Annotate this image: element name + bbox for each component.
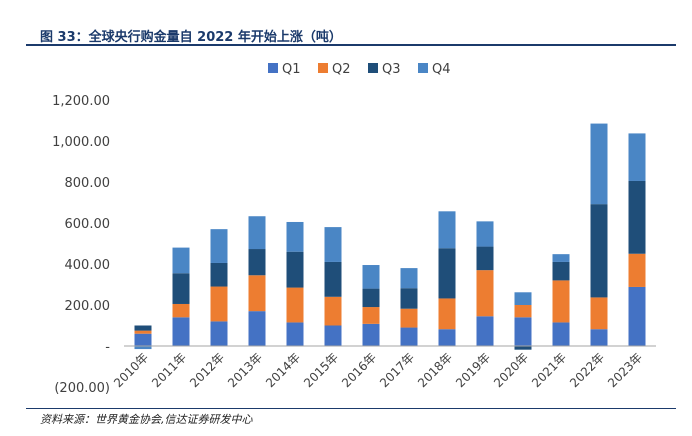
bar-q3-2011年 (172, 273, 190, 304)
y-tick-label: 1,000.00 (52, 135, 110, 150)
bar-q3-2021年 (552, 261, 570, 281)
legend-swatch-q1 (268, 63, 278, 73)
bar-q1-2017年 (400, 327, 418, 346)
figure-title: 图 33：全球央行购金量自 2022 年开始上涨（吨） (40, 30, 342, 45)
title-divider (26, 44, 676, 46)
bar-q3-2020年 (514, 346, 532, 350)
bar-q1-2012年 (210, 321, 228, 346)
x-tick-label: 2011年 (149, 350, 189, 390)
bar-q1-2013年 (248, 311, 266, 346)
stacked-bar-chart: Q1 Q2 Q3 Q4 (200.00) - 200.00 400.00 600.00 800.… (52, 62, 656, 396)
y-tick-label: 800.00 (65, 176, 111, 191)
bar-q3-2019年 (476, 246, 494, 271)
x-tick-label: 2010年 (111, 350, 151, 390)
bar-q2-2011年 (172, 303, 190, 318)
x-tick-label: 2018年 (415, 350, 455, 390)
bar-q3-2014年 (286, 251, 304, 288)
x-tick-label: 2014年 (263, 350, 303, 390)
y-tick-label: 600.00 (65, 217, 111, 232)
x-tick-label: 2015年 (301, 350, 341, 390)
bar-q3-2018年 (438, 248, 456, 299)
y-tick-label: (200.00) (54, 381, 110, 396)
y-tick-label: 1,200.00 (52, 94, 110, 109)
bar-q3-2010年 (134, 325, 152, 331)
bar-q3-2017年 (400, 288, 418, 309)
bar-q4-2012年 (210, 229, 228, 263)
legend-label-q1: Q1 (282, 62, 301, 77)
bar-q2-2014年 (286, 287, 304, 323)
bar-q1-2015年 (324, 325, 342, 346)
bar-q3-2022年 (590, 204, 608, 298)
legend-swatch-q2 (318, 63, 328, 73)
bar-q4-2011年 (172, 247, 190, 274)
x-tick-label: 2021年 (529, 350, 569, 390)
bar-q4-2016年 (362, 265, 380, 289)
x-tick-label: 2017年 (377, 350, 417, 390)
legend-label-q3: Q3 (382, 62, 401, 77)
y-axis: (200.00) - 200.00 400.00 600.00 800.00 1,000.0… (52, 94, 110, 396)
y-tick-label: 200.00 (65, 299, 111, 314)
source-divider (26, 408, 676, 409)
bar-q2-2010年 (134, 330, 152, 334)
bar-q1-2022年 (590, 329, 608, 346)
bar-stacks (134, 123, 646, 350)
bar-q4-2015年 (324, 227, 342, 262)
bar-q4-2020年 (514, 292, 532, 305)
bar-q2-2017年 (400, 308, 418, 328)
bar-q4-2019年 (476, 221, 494, 247)
bar-q3-2013年 (248, 249, 266, 276)
bar-q1-2023年 (628, 286, 646, 346)
bar-q1-2020年 (514, 317, 532, 346)
x-tick-label: 2020年 (491, 350, 531, 390)
bar-q1-2010年 (134, 333, 152, 346)
bar-q3-2023年 (628, 180, 646, 254)
bar-q2-2012年 (210, 286, 228, 322)
bar-q2-2023年 (628, 253, 646, 287)
x-tick-label: 2012年 (187, 350, 227, 390)
x-tick-label: 2016年 (339, 350, 379, 390)
bar-q1-2018年 (438, 329, 456, 346)
x-axis: 2010年2011年2012年2013年2014年2015年2016年2017年… (111, 350, 645, 390)
bar-q2-2022年 (590, 297, 608, 330)
bar-q4-2013年 (248, 216, 266, 250)
bar-q2-2013年 (248, 275, 266, 312)
x-tick-label: 2013年 (225, 350, 265, 390)
bar-q1-2021年 (552, 322, 570, 346)
bar-q1-2016年 (362, 323, 380, 346)
bar-q2-2019年 (476, 270, 494, 317)
bar-q2-2020年 (514, 305, 532, 318)
bar-q2-2016年 (362, 307, 380, 324)
x-tick-label: 2019年 (453, 350, 493, 390)
bar-q3-2016年 (362, 288, 380, 308)
legend-swatch-q4 (418, 63, 428, 73)
bar-q4-2023年 (628, 133, 646, 181)
legend-label-q4: Q4 (432, 62, 451, 77)
bar-q1-2014年 (286, 322, 304, 346)
y-tick-label: 400.00 (65, 258, 111, 273)
bar-q2-2021年 (552, 280, 570, 323)
bar-q2-2015年 (324, 296, 342, 326)
bar-q4-2021年 (552, 254, 570, 262)
bar-q3-2015年 (324, 261, 342, 297)
y-tick-label: - (105, 340, 110, 355)
bar-q2-2018年 (438, 298, 456, 330)
source-note: 资料来源：世界黄金协会,信达证券研发中心 (40, 413, 253, 426)
bar-q4-2018年 (438, 211, 456, 249)
bar-q4-2010年 (134, 346, 152, 350)
x-tick-label: 2023年 (605, 350, 645, 390)
chart-legend: Q1 Q2 Q3 Q4 (268, 62, 451, 77)
legend-label-q2: Q2 (332, 62, 351, 77)
bar-q4-2017年 (400, 268, 418, 289)
x-tick-label: 2022年 (567, 350, 607, 390)
legend-swatch-q3 (368, 63, 378, 73)
bar-q1-2019年 (476, 316, 494, 346)
bar-q3-2012年 (210, 262, 228, 287)
bar-q4-2022年 (590, 123, 608, 205)
bar-q1-2011年 (172, 317, 190, 346)
bar-q4-2014年 (286, 221, 304, 252)
